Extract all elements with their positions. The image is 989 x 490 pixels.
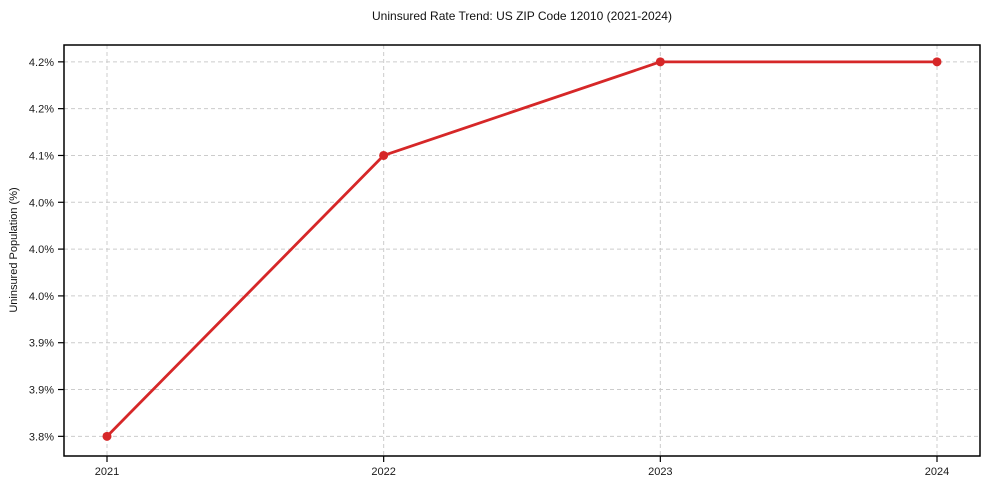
x-tick-label: 2021 bbox=[95, 466, 119, 478]
trend-line bbox=[105, 60, 939, 438]
y-tick-label: 4.2% bbox=[29, 57, 54, 69]
data-point-marker bbox=[932, 57, 942, 67]
x-tick-label: 2023 bbox=[648, 466, 672, 478]
x-tick-label: 2024 bbox=[925, 466, 949, 478]
y-tick-label: 4.2% bbox=[29, 104, 54, 116]
data-point-marker bbox=[655, 57, 665, 67]
data-point-marker bbox=[379, 150, 389, 160]
chart-title: Uninsured Rate Trend: US ZIP Code 12010 … bbox=[372, 9, 672, 23]
y-tick-label: 4.1% bbox=[29, 150, 54, 162]
y-tick-label: 3.9% bbox=[29, 338, 54, 350]
x-tick-label: 2022 bbox=[371, 466, 395, 478]
y-tick-label: 4.0% bbox=[29, 291, 54, 303]
y-tick-label: 3.8% bbox=[29, 431, 54, 443]
y-tick-label: 4.0% bbox=[29, 244, 54, 256]
y-tick-label: 3.9% bbox=[29, 385, 54, 397]
plot-frame bbox=[63, 44, 981, 457]
data-point-marker bbox=[102, 431, 112, 441]
y-tick-label: 4.0% bbox=[29, 197, 54, 209]
